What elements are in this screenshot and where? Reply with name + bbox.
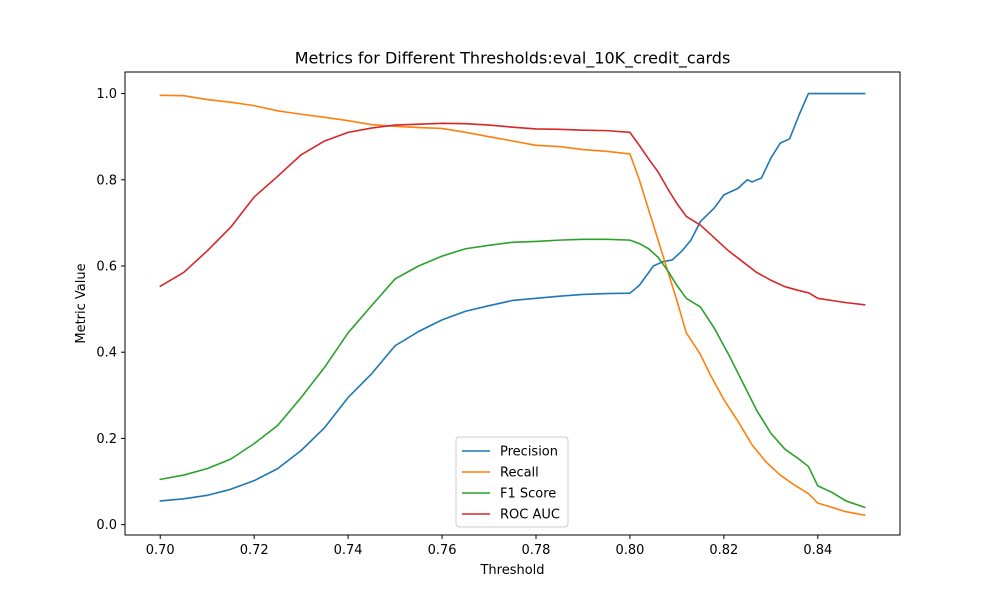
x-tick-label: 0.74 (334, 543, 363, 558)
x-tick-label: 0.72 (240, 543, 269, 558)
x-tick-label: 0.80 (615, 543, 644, 558)
x-tick-label: 0.78 (522, 543, 551, 558)
chart-title: Metrics for Different Thresholds:eval_10… (295, 49, 731, 69)
x-axis-ticks: 0.70 0.72 0.74 0.76 0.78 0.80 0.82 0.84 (146, 535, 832, 558)
y-axis-label: Metric Value (74, 263, 89, 343)
x-axis-label: Threshold (479, 563, 544, 578)
y-tick-label: 0.2 (96, 432, 117, 447)
series-line-precision (159, 92, 866, 502)
legend: Precision Recall F1 Score ROC AUC (455, 436, 569, 528)
plot-lines (159, 92, 866, 516)
x-tick-label: 0.84 (803, 543, 832, 558)
series-line-recall (159, 94, 866, 516)
y-tick-label: 0.4 (96, 346, 117, 361)
legend-label-precision: Precision (500, 445, 558, 460)
plot-frame (124, 71, 901, 536)
x-tick-label: 0.82 (709, 543, 738, 558)
legend-label-roc-auc: ROC AUC (500, 508, 560, 523)
x-tick-label: 0.76 (428, 543, 457, 558)
legend-label-recall: Recall (500, 466, 539, 481)
y-tick-label: 0.0 (96, 518, 117, 533)
series-line-f1-score (159, 238, 866, 509)
y-tick-label: 0.6 (96, 259, 117, 274)
legend-label-f1-score: F1 Score (500, 487, 556, 502)
x-tick-label: 0.70 (146, 543, 175, 558)
y-axis-ticks: 0.0 0.2 0.4 0.6 0.8 1.0 (96, 87, 125, 533)
y-tick-label: 0.8 (96, 173, 117, 188)
series-line-roc-auc (159, 122, 866, 306)
legend-box (455, 436, 569, 528)
y-tick-label: 1.0 (96, 87, 117, 102)
